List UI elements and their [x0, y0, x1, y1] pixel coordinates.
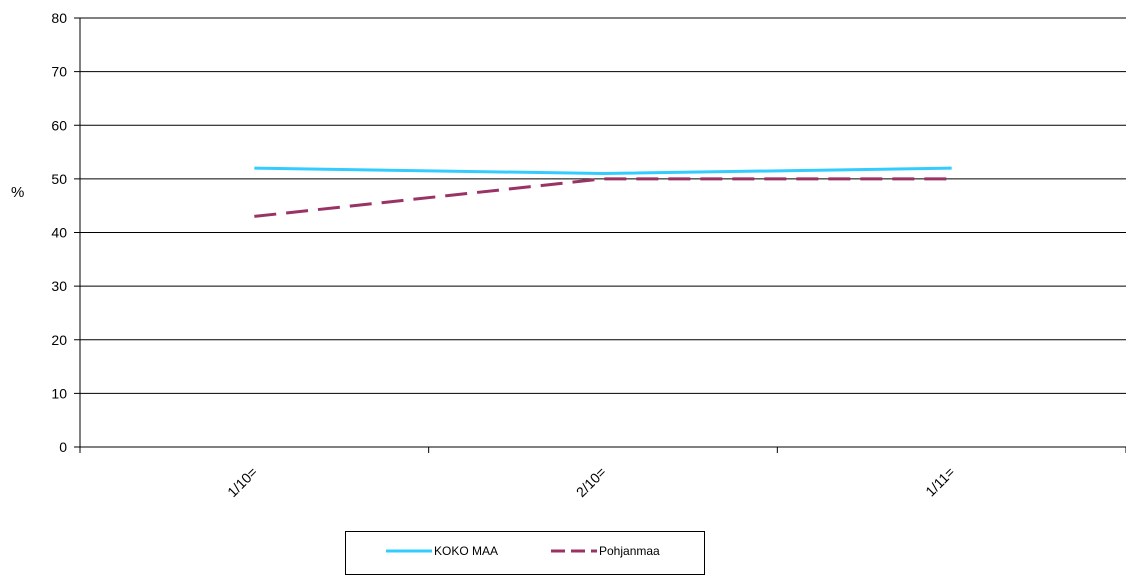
- legend-swatch-koko-maa: [386, 549, 432, 553]
- series-lines: [254, 166, 952, 218]
- y-tick-label-30: 30: [51, 278, 67, 294]
- series-line-koko-maa: [254, 166, 952, 176]
- series-line-pohjanmaa: [254, 177, 952, 218]
- legend-item-pohjanmaa: Pohjanmaa: [551, 544, 660, 558]
- y-tick-label-80: 80: [51, 10, 67, 26]
- y-tick-label-50: 50: [51, 171, 67, 187]
- y-tick-label-0: 0: [59, 439, 67, 455]
- y-tick-label-40: 40: [51, 225, 67, 241]
- legend-label-koko-maa: KOKO MAA: [434, 544, 499, 558]
- legend-item-koko-maa: KOKO MAA: [386, 544, 498, 558]
- axes: [74, 17, 1126, 453]
- legend-swatch-pohjanmaa: [551, 549, 597, 553]
- x-tick-label-0: 1/10=: [224, 464, 260, 500]
- x-tick-label-1: 2/10=: [573, 464, 609, 500]
- legend-label-pohjanmaa: Pohjanmaa: [599, 544, 660, 558]
- y-tick-label-20: 20: [51, 332, 67, 348]
- y-tick-label-60: 60: [51, 117, 67, 133]
- x-tick-labels: 1/10= 2/10= 1/11=: [224, 464, 958, 500]
- y-tick-labels: 0 10 20 30 40 50 60 70 80: [51, 10, 67, 455]
- y-tick-label-10: 10: [51, 385, 67, 401]
- legend: KOKO MAA Pohjanmaa: [345, 531, 705, 575]
- gridlines: [80, 17, 1126, 394]
- y-tick-label-70: 70: [51, 64, 67, 80]
- y-axis-label: %: [11, 184, 24, 201]
- x-tick-label-2: 1/11=: [922, 464, 958, 500]
